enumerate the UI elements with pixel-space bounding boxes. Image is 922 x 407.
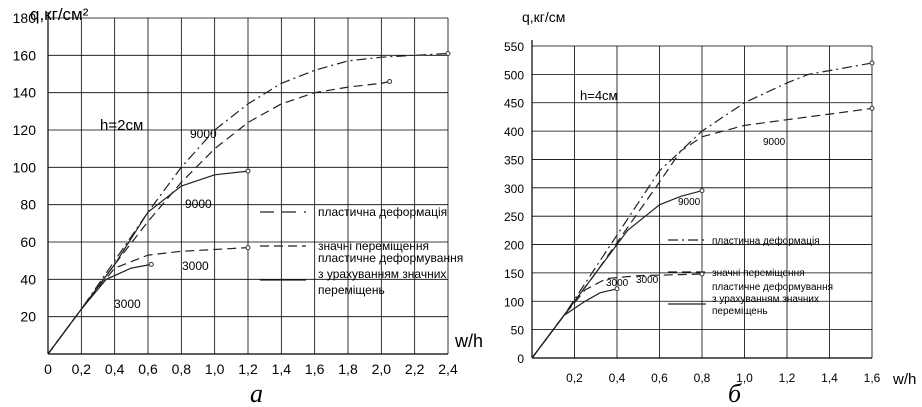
x-axis-label: w/h — [892, 371, 916, 388]
y-tick-label: 450 — [504, 97, 524, 111]
x-tick-label: 0,2 — [566, 371, 583, 385]
y-axis-label: q,кг/см — [522, 9, 565, 25]
series-line-4 — [47, 247, 249, 355]
y-tick-label: 50 — [511, 324, 525, 338]
y-tick-label: 100 — [504, 295, 524, 309]
x-axis-label: w/h — [454, 331, 483, 351]
y-tick-label: 160 — [13, 47, 37, 63]
legend-label: значні переміщення — [712, 268, 805, 279]
x-tick-label: 1,0 — [736, 371, 753, 385]
curve-label: 9000 — [678, 197, 701, 208]
legend: пластична деформація значні переміщення пл… — [668, 235, 833, 317]
y-tick-label: 550 — [504, 40, 524, 54]
series-end-marker — [614, 286, 620, 292]
chart-panel-2: 0 50 100 150 200 250 300 350 400 450 500 550 0,2 0,4 0… — [504, 9, 916, 407]
legend-label: значні переміщення — [318, 239, 429, 253]
curve-label: 3000 — [636, 275, 659, 286]
x-tick-label: 0,4 — [609, 371, 626, 385]
y-tick-label: 120 — [13, 122, 37, 138]
series-end-marker — [699, 188, 705, 194]
legend: пластична деформація значні переміщенняпл… — [260, 205, 463, 297]
x-tick-label: 1,8 — [338, 361, 358, 377]
x-tick-label: 1,4 — [272, 361, 292, 377]
series-end-marker — [245, 168, 251, 174]
y-tick-label: 60 — [20, 234, 36, 250]
series-end-marker — [869, 60, 875, 66]
panel-letter: а — [250, 379, 263, 407]
series-end-marker — [699, 271, 705, 277]
y-tick-label: 250 — [504, 210, 524, 224]
series-end-marker — [148, 261, 154, 267]
x-tick-label: 0 — [44, 361, 52, 377]
y-tick-label: 140 — [13, 85, 37, 101]
series-line-5 — [531, 288, 618, 359]
x-tick-label: 2,2 — [405, 361, 425, 377]
legend-label: пластична деформація — [712, 235, 820, 247]
curve-label: 3000 — [606, 278, 629, 289]
curve-label: 9000 — [763, 137, 786, 148]
y-tick-label: 20 — [20, 309, 36, 325]
x-tick-label: 1,6 — [305, 361, 325, 377]
y-tick-label: 200 — [504, 239, 524, 253]
x-tick-label: 0,6 — [138, 361, 158, 377]
x-tick-label: 1,2 — [779, 371, 796, 385]
y-tick-label: 0 — [517, 352, 524, 366]
x-tick-label: 1,2 — [238, 361, 258, 377]
x-tick-label: 1,6 — [864, 371, 881, 385]
series-end-marker — [869, 105, 875, 111]
x-tick-label: 0,2 — [72, 361, 92, 377]
panel-letter: б — [728, 379, 742, 407]
curve-label: 9000 — [185, 197, 212, 211]
legend-label: пластичне деформування з урахуванням знач… — [318, 251, 463, 297]
series-end-marker — [445, 50, 451, 56]
x-tick-label: 0,4 — [105, 361, 125, 377]
x-tick-label: 0,8 — [172, 361, 192, 377]
y-tick-label: 40 — [20, 271, 36, 287]
y-axis-label: q,кг/см² — [30, 5, 89, 24]
y-tick-label: 150 — [504, 267, 524, 281]
y-tick-label: 300 — [504, 182, 524, 196]
y-tick-label: 400 — [504, 125, 524, 139]
series-end-marker — [245, 245, 251, 251]
y-tick-label: 500 — [504, 68, 524, 82]
x-tick-label: 0,8 — [694, 371, 711, 385]
series-line-4 — [531, 273, 703, 359]
y-tick-label: 180 — [13, 10, 37, 26]
curve-label: 3000 — [182, 259, 209, 273]
x-tick-label: 2,0 — [372, 361, 392, 377]
curve-label: 9000 — [190, 127, 217, 141]
legend-label: пластичне деформування з урахуванням знач… — [712, 281, 833, 317]
x-tick-label: 1,4 — [821, 371, 838, 385]
thickness-annotation: h=2см — [100, 117, 143, 134]
y-tick-label: 100 — [13, 159, 37, 175]
chart-panel-1: 20 40 60 80 100 120 140 160 180 0 0,2 0,4 0,6 0,8 1,0 1… — [13, 5, 483, 407]
x-tick-label: 0,6 — [651, 371, 668, 385]
x-tick-label: 1,0 — [205, 361, 225, 377]
legend-label: пластична деформація — [318, 205, 447, 219]
series-line-1 — [47, 52, 449, 355]
y-tick-label: 80 — [20, 197, 36, 213]
x-tick-label: 2,4 — [438, 361, 458, 377]
y-tick-label: 350 — [504, 153, 524, 167]
series-line-5 — [47, 263, 152, 355]
curve-label: 3000 — [114, 297, 141, 311]
series-end-marker — [387, 78, 393, 84]
thickness-annotation: h=4см — [580, 88, 618, 103]
